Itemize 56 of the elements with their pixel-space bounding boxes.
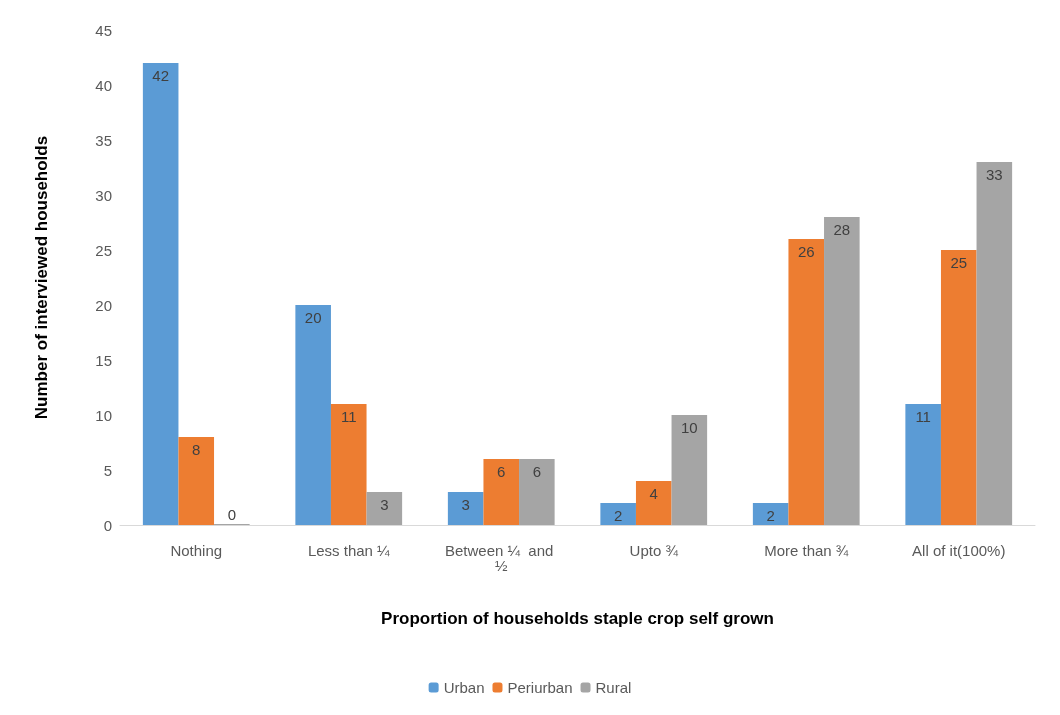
y-axis-title: Number of interviewed households <box>32 135 51 420</box>
legend-label: Periurban <box>507 679 573 696</box>
legend-label: Rural <box>595 679 632 696</box>
legend-label: Urban <box>443 679 485 696</box>
y-tick-label: 25 <box>95 241 112 259</box>
x-tick-label: Between ¼ and ½ <box>444 542 558 574</box>
bar <box>824 217 860 525</box>
y-tick-label: 15 <box>95 351 112 369</box>
y-tick-label: 10 <box>95 406 112 424</box>
bar <box>519 459 555 525</box>
data-label: 42 <box>152 67 170 84</box>
bar <box>366 492 403 525</box>
bar <box>635 481 672 525</box>
data-label: 0 <box>227 506 237 523</box>
x-tick-label: Less than ¼ <box>307 542 391 559</box>
bar <box>600 503 636 525</box>
data-label: 10 <box>680 419 698 436</box>
data-label: 4 <box>649 485 658 502</box>
bar <box>788 239 825 525</box>
data-label: 3 <box>380 496 389 513</box>
data-label: 28 <box>833 221 851 238</box>
data-label: 11 <box>915 408 931 425</box>
y-tick-label: 35 <box>95 131 112 149</box>
data-label: 25 <box>950 254 968 271</box>
data-label: 8 <box>192 441 201 458</box>
data-label: 33 <box>985 166 1003 183</box>
data-label: 6 <box>532 463 542 480</box>
data-label: 20 <box>304 309 322 326</box>
bar <box>752 503 789 525</box>
bar <box>447 492 484 525</box>
bar <box>671 415 708 525</box>
bar <box>178 437 215 525</box>
x-axis-title: Proportion of households staple crop self grown <box>381 609 774 628</box>
bar <box>905 404 941 525</box>
y-tick-label: 30 <box>95 186 112 204</box>
x-tick-label: More than ¾ <box>764 542 849 559</box>
data-label: 2 <box>766 507 775 524</box>
bar <box>142 63 179 525</box>
x-tick-label: All of it(100%) <box>912 542 1006 559</box>
bar <box>295 305 331 525</box>
data-label: 2 <box>613 507 623 524</box>
bar <box>483 459 520 525</box>
data-label: 3 <box>461 496 470 513</box>
bar <box>940 250 977 525</box>
bar <box>976 162 1013 525</box>
x-tick-label: Nothing <box>170 542 223 559</box>
y-tick-label: 45 <box>95 21 112 39</box>
x-tick-label: Upto ¾ <box>629 542 679 559</box>
y-tick-label: 5 <box>103 461 112 479</box>
data-label: 6 <box>497 463 506 480</box>
y-tick-label: 40 <box>95 76 112 94</box>
y-tick-label: 0 <box>103 516 112 534</box>
y-tick-label: 20 <box>95 296 112 314</box>
data-label: 11 <box>340 408 357 425</box>
bar <box>330 404 367 525</box>
data-label: 26 <box>797 243 815 260</box>
